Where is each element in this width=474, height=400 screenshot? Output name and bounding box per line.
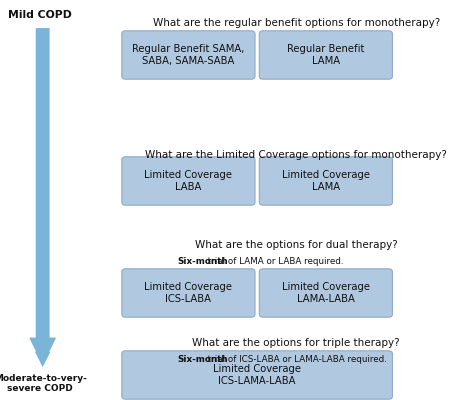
Text: Limited Coverage
LABA: Limited Coverage LABA bbox=[145, 170, 232, 192]
Text: trial of LAMA or LABA required.: trial of LAMA or LABA required. bbox=[205, 257, 344, 266]
Text: Limited Coverage
LAMA-LABA: Limited Coverage LAMA-LABA bbox=[282, 282, 370, 304]
FancyBboxPatch shape bbox=[259, 31, 392, 79]
Text: Moderate-to-very-
severe COPD: Moderate-to-very- severe COPD bbox=[0, 374, 87, 394]
FancyBboxPatch shape bbox=[122, 31, 255, 79]
Text: What are the Limited Coverage options for monotherapy?: What are the Limited Coverage options fo… bbox=[146, 150, 447, 160]
Text: Six-month: Six-month bbox=[178, 355, 228, 364]
FancyArrowPatch shape bbox=[30, 29, 55, 363]
Text: Six-month: Six-month bbox=[178, 257, 228, 266]
Text: Limited Coverage
ICS-LABA: Limited Coverage ICS-LABA bbox=[145, 282, 232, 304]
Text: What are the regular benefit options for monotherapy?: What are the regular benefit options for… bbox=[153, 18, 440, 28]
Text: Regular Benefit
LAMA: Regular Benefit LAMA bbox=[287, 44, 365, 66]
FancyBboxPatch shape bbox=[259, 269, 392, 317]
Text: What are the options for dual therapy?: What are the options for dual therapy? bbox=[195, 240, 398, 250]
Text: What are the options for triple therapy?: What are the options for triple therapy? bbox=[192, 338, 400, 348]
FancyBboxPatch shape bbox=[259, 157, 392, 205]
FancyBboxPatch shape bbox=[122, 157, 255, 205]
Text: Mild COPD: Mild COPD bbox=[9, 10, 72, 20]
Text: Limited Coverage
ICS-LAMA-LABA: Limited Coverage ICS-LAMA-LABA bbox=[213, 364, 301, 386]
FancyBboxPatch shape bbox=[122, 351, 392, 399]
FancyBboxPatch shape bbox=[122, 269, 255, 317]
Text: Regular Benefit SAMA,
SABA, SAMA-SABA: Regular Benefit SAMA, SABA, SAMA-SABA bbox=[132, 44, 245, 66]
Text: trial of ICS-LABA or LAMA-LABA required.: trial of ICS-LABA or LAMA-LABA required. bbox=[205, 355, 387, 364]
Text: Limited Coverage
LAMA: Limited Coverage LAMA bbox=[282, 170, 370, 192]
